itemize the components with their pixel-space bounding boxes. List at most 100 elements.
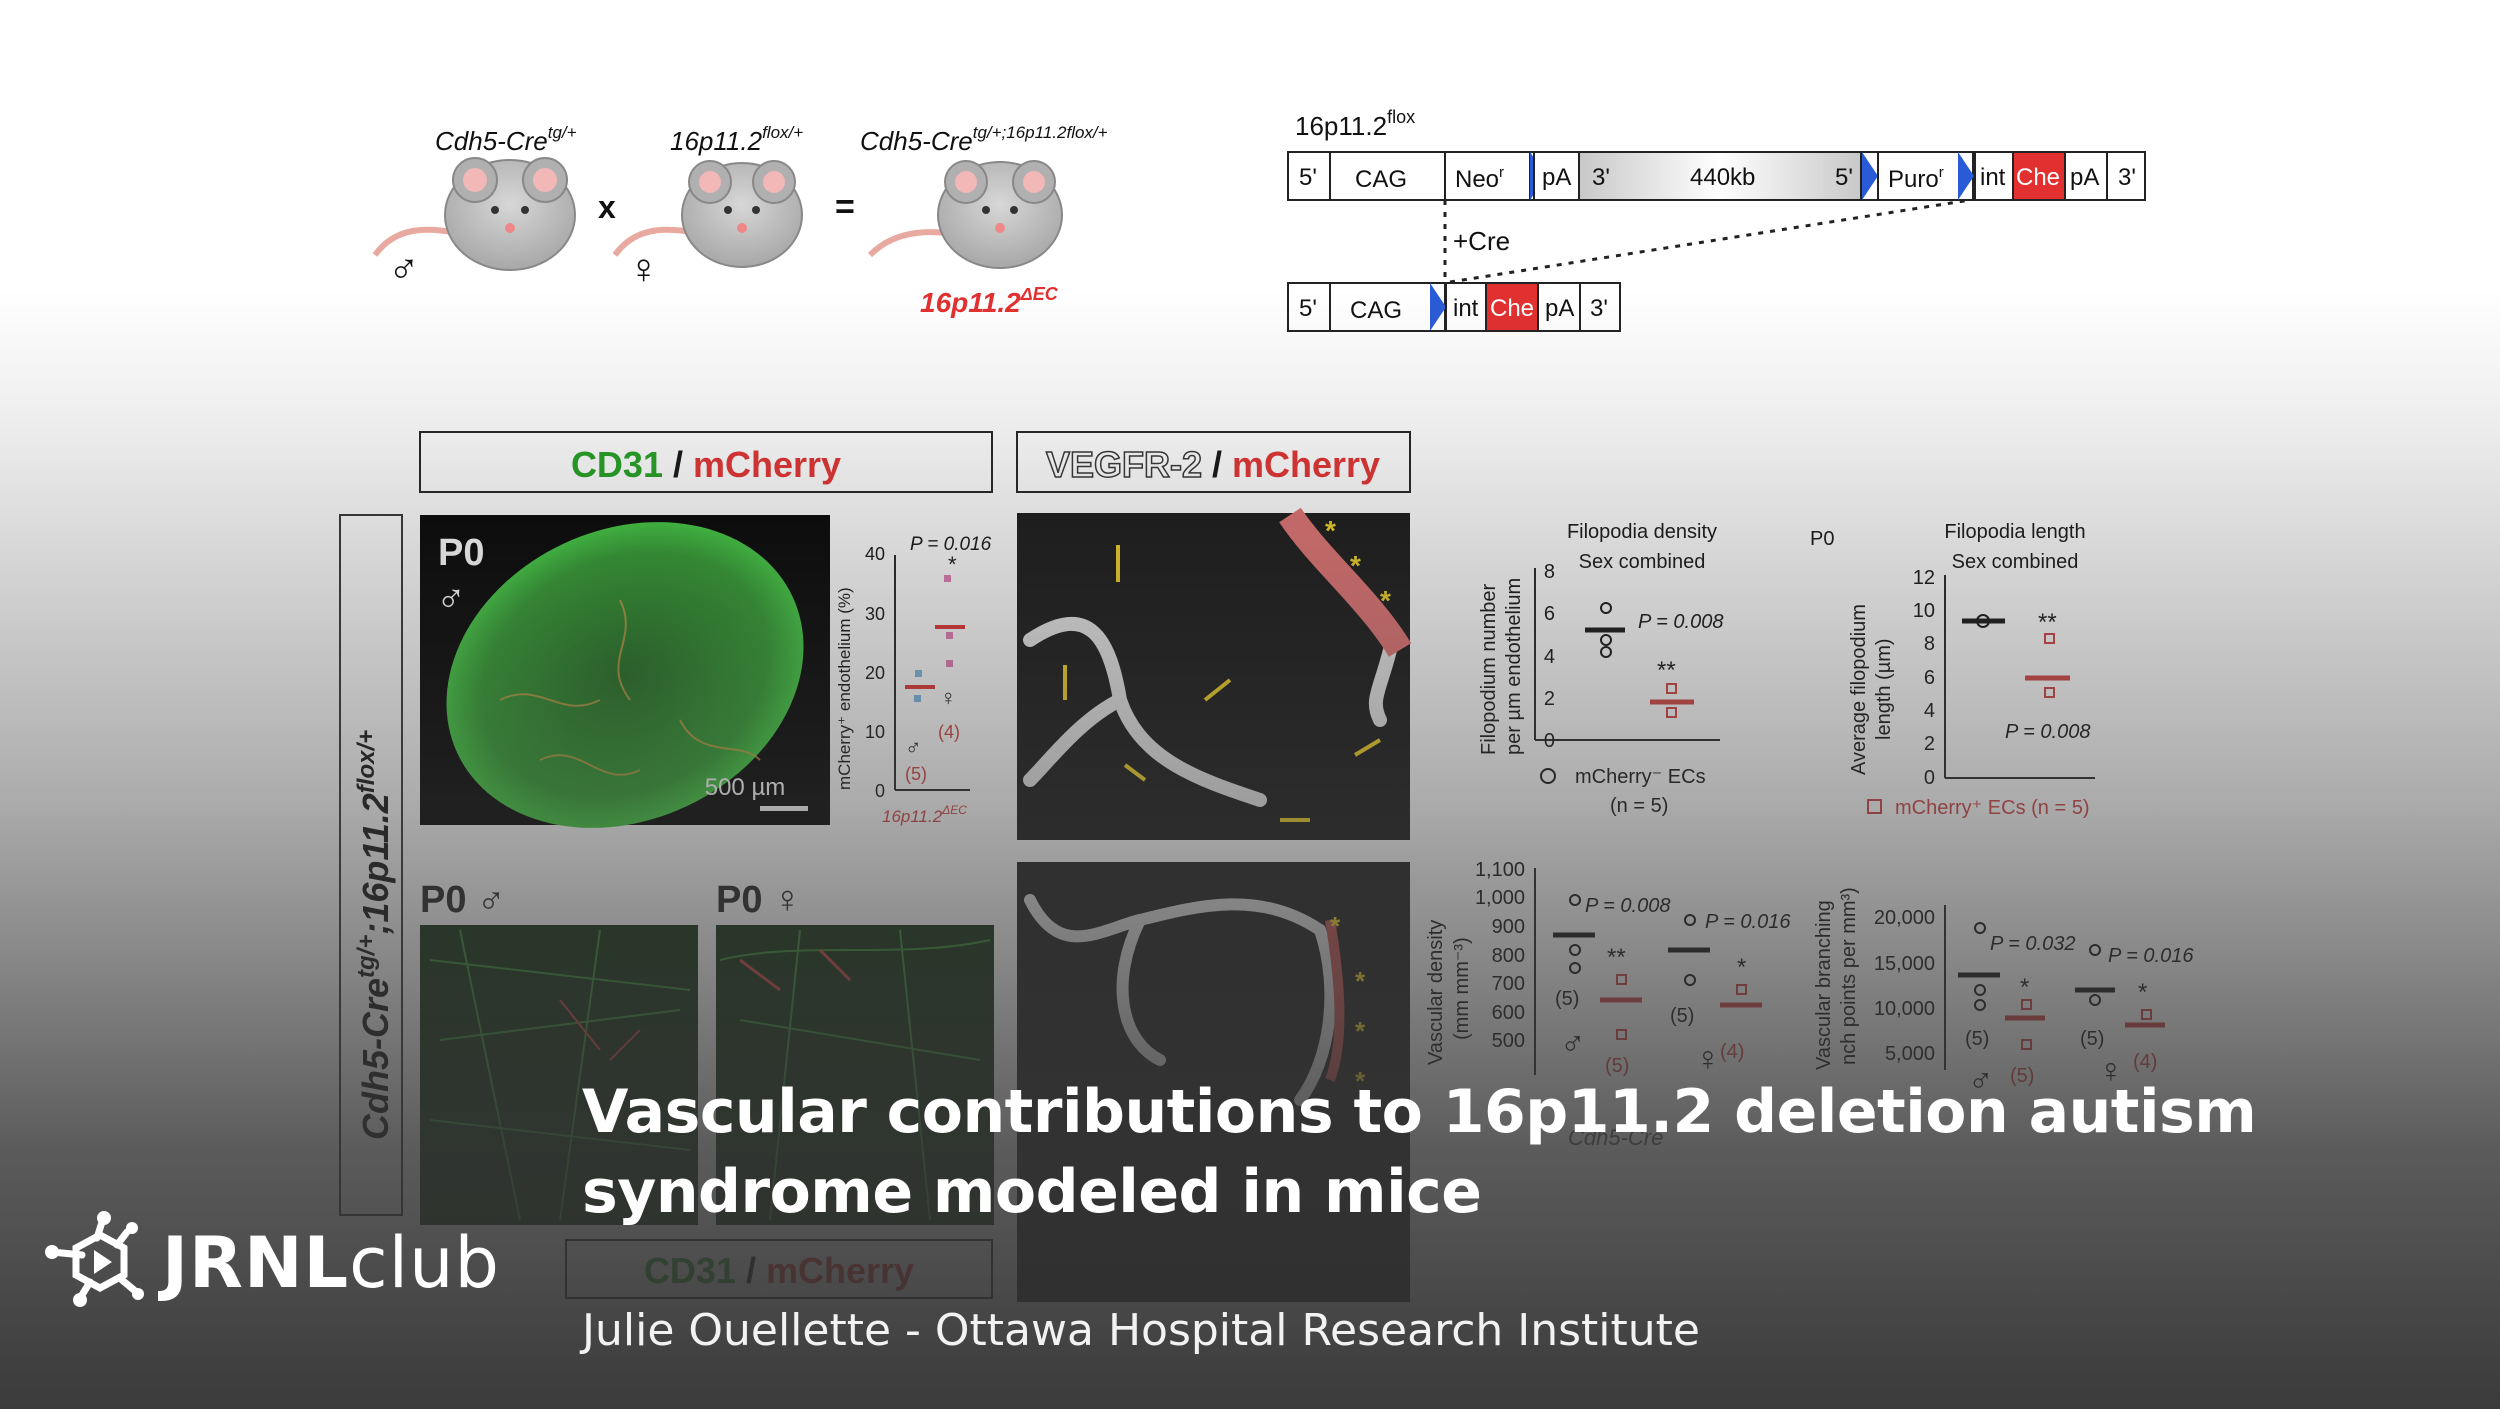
svg-text:♂: ♂ [905, 735, 922, 760]
svg-text:*: * [948, 552, 957, 577]
svg-text:30: 30 [865, 604, 885, 624]
svg-text:*: * [1380, 585, 1391, 616]
construct-bottom-5: 3' [1590, 295, 1608, 322]
svg-text:20,000: 20,000 [1874, 907, 1935, 929]
construct-top-0: 5' [1299, 164, 1317, 191]
svg-text:Sex combined: Sex combined [1952, 551, 2079, 573]
svg-text:*: * [1355, 966, 1366, 996]
mini-plot: 40 30 20 10 0 mCherry⁺ endothelium (%) P… [835, 534, 992, 826]
cre-label: +Cre [1453, 226, 1510, 256]
svg-text:*: * [1737, 954, 1746, 981]
svg-text:1,000: 1,000 [1475, 887, 1525, 909]
svg-text:800: 800 [1492, 945, 1525, 967]
header-1: CD31 / mCherry [571, 444, 841, 485]
svg-text:*: * [1330, 911, 1341, 941]
svg-text:P = 0.016: P = 0.016 [1705, 911, 1791, 933]
svg-text:*: * [2138, 979, 2147, 1006]
label-cross: Cdh5-Cretg/+;16p11.2flox/+ [860, 123, 1108, 156]
svg-text:600: 600 [1492, 1002, 1525, 1024]
svg-text:0: 0 [1924, 767, 1935, 789]
construct-top-1: CAG [1355, 166, 1407, 193]
svg-text:Vascular branching: Vascular branching [1813, 900, 1835, 1070]
svg-text:900: 900 [1492, 916, 1525, 938]
scale-bar-label: 500 µm [705, 774, 786, 801]
svg-text:12: 12 [1913, 567, 1935, 589]
svg-text:(4): (4) [1720, 1041, 1744, 1063]
vessel-image-top: * * * [1017, 507, 1412, 840]
svg-text:0: 0 [875, 781, 885, 801]
construct-top-5: 440kb [1690, 164, 1755, 191]
svg-text:♂: ♂ [1560, 1025, 1586, 1063]
svg-text:2: 2 [1544, 688, 1555, 710]
construct-bottom-3: Che [1490, 295, 1534, 322]
construct-bottom-1: CAG [1350, 297, 1402, 324]
svg-text:(5): (5) [2080, 1028, 2104, 1050]
svg-text:P = 0.016: P = 0.016 [2108, 945, 2194, 967]
svg-text:♀: ♀ [940, 685, 957, 710]
svg-text:6: 6 [1544, 603, 1555, 625]
svg-text:Filopodium number: Filopodium number [1478, 583, 1500, 755]
header-2: VEGFR-2 / mCherry [1046, 444, 1380, 485]
svg-text:40: 40 [865, 544, 885, 564]
construct-top-2: Neor [1455, 164, 1504, 193]
svg-text:*: * [1325, 515, 1336, 546]
svg-text:10: 10 [1913, 600, 1935, 622]
brand-wordmark: JRNLclub [162, 1222, 500, 1304]
operator-x: x [598, 189, 616, 225]
female-symbol: ♀ [628, 245, 660, 292]
label-16p112-flox: 16p11.2flox/+ [670, 123, 803, 156]
p0-female-label: P0 ♀ [716, 879, 802, 921]
svg-text:16p11.2ΔEC: 16p11.2ΔEC [882, 803, 967, 826]
construct-bottom-2: int [1453, 295, 1479, 322]
construct-top-11: 3' [2118, 164, 2136, 191]
result-label: 16p11.2ΔEC [920, 284, 1059, 318]
construct-bottom-0: 5' [1299, 295, 1317, 322]
svg-text:mCherry⁻ ECs: mCherry⁻ ECs [1575, 766, 1706, 788]
svg-text:8: 8 [1544, 561, 1555, 583]
author-affiliation: Julie Ouellette - Ottawa Hospital Resear… [582, 1305, 1700, 1356]
svg-text:*: * [2020, 974, 2029, 1001]
construct-top-9: Che [2016, 164, 2060, 191]
p0-label: P0 [438, 532, 484, 574]
jrnlclub-logo: JRNLclub [42, 1210, 502, 1320]
svg-text:(4): (4) [2133, 1051, 2157, 1073]
svg-text:mCherry⁺ ECs (n = 5): mCherry⁺ ECs (n = 5) [1895, 797, 2089, 819]
svg-text:8: 8 [1924, 633, 1935, 655]
filopodia-length-plot: P0 Filopodia length Sex combined Average… [1810, 521, 2095, 819]
mouse-result [867, 160, 1063, 269]
svg-text:per µm endothelium: per µm endothelium [1503, 578, 1525, 755]
svg-text:(4): (4) [938, 722, 960, 742]
svg-text:6: 6 [1924, 667, 1935, 689]
svg-text:**: ** [1657, 657, 1676, 684]
svg-text:15,000: 15,000 [1874, 953, 1935, 975]
svg-text:P0: P0 [1810, 528, 1834, 550]
svg-text:nch points per mm³): nch points per mm³) [1838, 887, 1860, 1065]
svg-text:**: ** [1607, 944, 1626, 971]
cre-dotted-2 [1449, 198, 1971, 284]
svg-text:Sex combined: Sex combined [1579, 551, 1706, 573]
construct-top-10: pA [2070, 164, 2099, 191]
svg-text:2: 2 [1924, 733, 1935, 755]
p0-male-symbol: ♂ [436, 577, 466, 621]
construct-bottom-4: pA [1545, 295, 1574, 322]
svg-text:Filopodia density: Filopodia density [1567, 521, 1717, 543]
svg-text:mCherry⁺ endothelium (%): mCherry⁺ endothelium (%) [835, 587, 854, 790]
svg-text:(5): (5) [1670, 1005, 1694, 1027]
svg-text:1,100: 1,100 [1475, 859, 1525, 881]
svg-text:Average filopodium: Average filopodium [1848, 604, 1870, 775]
svg-text:500: 500 [1492, 1030, 1525, 1052]
svg-text:*: * [1355, 1016, 1366, 1046]
svg-text:(5): (5) [1555, 988, 1579, 1010]
construct-top-4: 3' [1592, 164, 1610, 191]
retina-image: P0 ♂ 500 µm [420, 515, 830, 828]
svg-text:10: 10 [865, 722, 885, 742]
svg-text:Filopodia length: Filopodia length [1944, 521, 2085, 543]
svg-text:(5): (5) [905, 764, 927, 784]
male-symbol: ♂ [388, 245, 420, 292]
svg-text:Vascular density: Vascular density [1425, 920, 1447, 1065]
construct-top-6: 5' [1835, 164, 1853, 191]
svg-text:length (µm): length (µm) [1873, 638, 1895, 740]
svg-text:P = 0.008: P = 0.008 [1585, 895, 1670, 917]
svg-text:(mm mm⁻³): (mm mm⁻³) [1451, 937, 1473, 1040]
